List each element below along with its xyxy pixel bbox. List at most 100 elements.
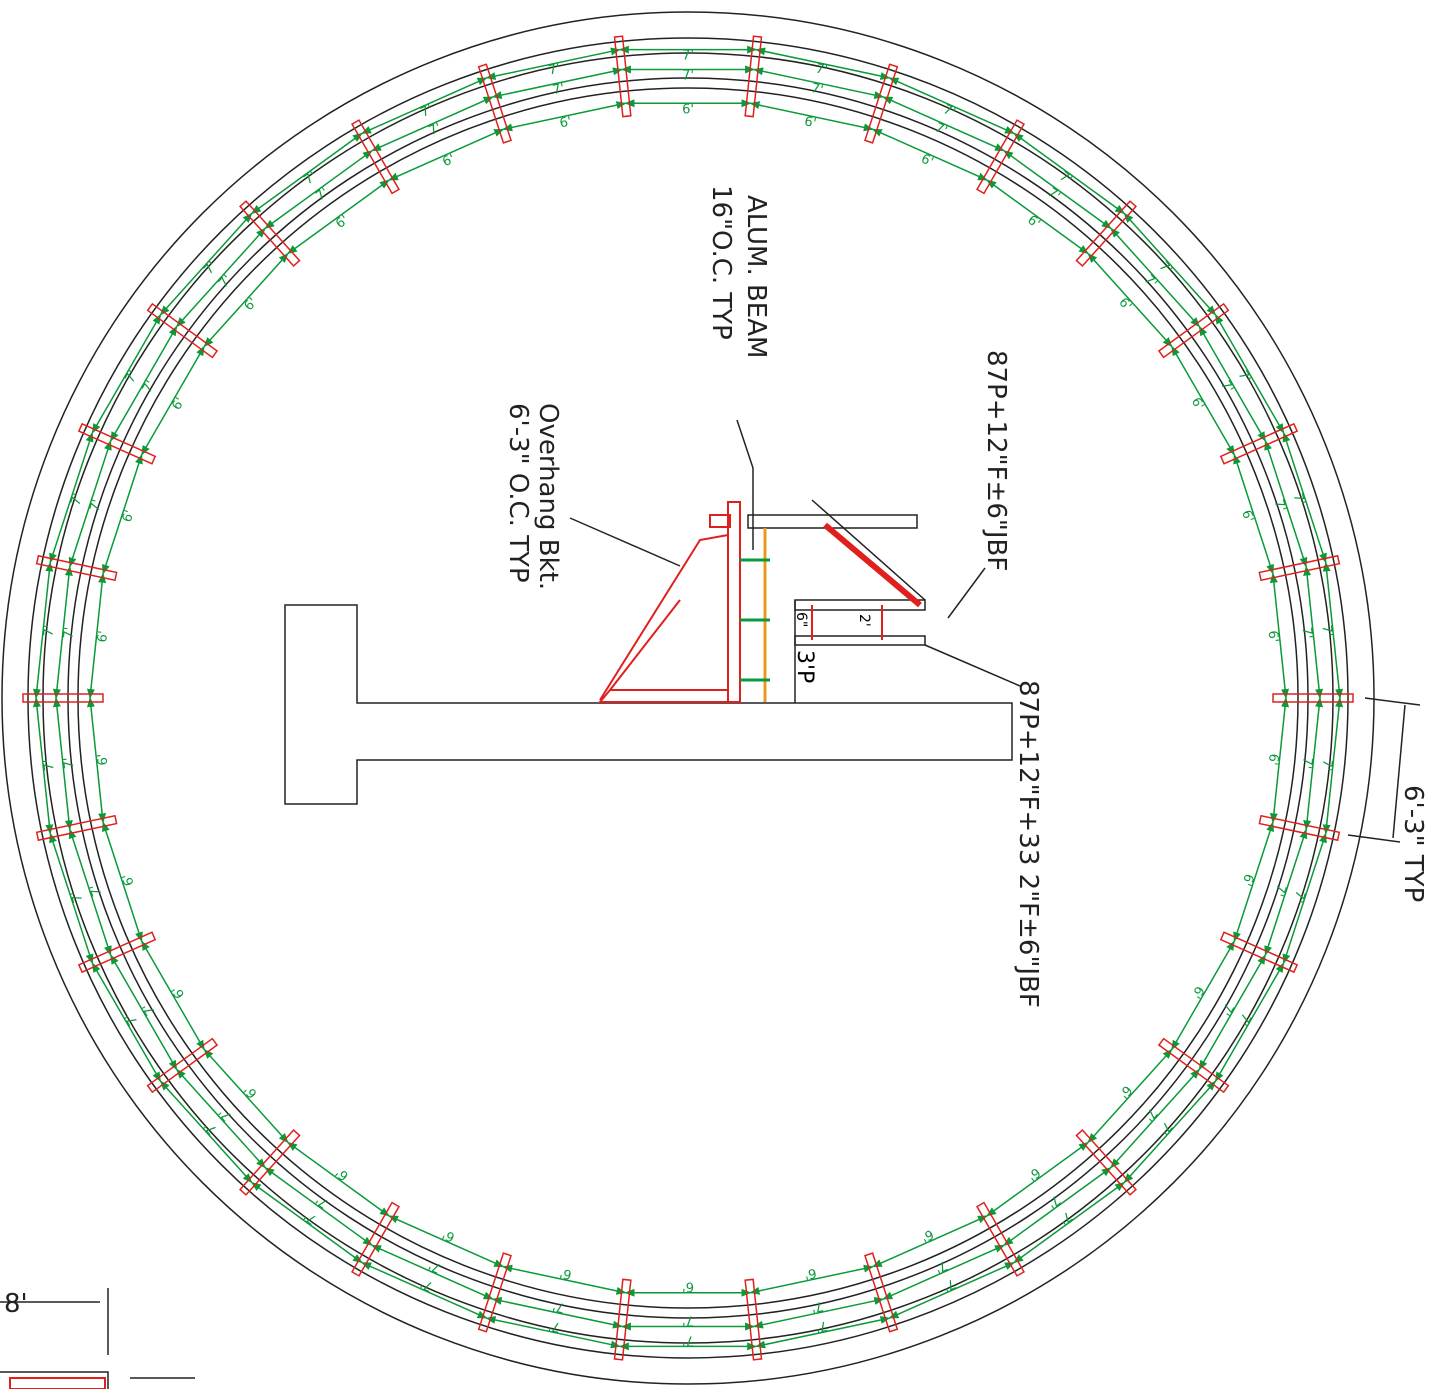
dimension-label: 6' [95, 630, 111, 643]
note: 3'P [792, 650, 817, 683]
dimension-label: 7' [1318, 624, 1334, 637]
dimension-line [1269, 697, 1290, 824]
dimension-label: 7' [1318, 758, 1334, 771]
dimension-label: 7' [1156, 1118, 1175, 1137]
dimension-line [1233, 453, 1274, 575]
dimension-label: 6' [1265, 630, 1281, 643]
dimension-label: 6' [682, 1279, 694, 1294]
dimension-label: 7' [68, 492, 86, 508]
dimension-line [749, 1264, 874, 1295]
dimension-label: 6' [333, 213, 351, 232]
stake [22, 693, 104, 703]
dimension-label: 7' [682, 1313, 694, 1328]
stake [146, 1037, 219, 1094]
dimension-label: 7' [933, 1257, 950, 1276]
dimension-label: 6' [1024, 1164, 1042, 1183]
stake [976, 119, 1025, 195]
stake [1219, 422, 1299, 465]
dimension-label: 7' [814, 61, 829, 78]
dimension-label: 7' [201, 1118, 220, 1137]
dimension-line [491, 67, 623, 99]
dimension-label: 6' [682, 103, 694, 118]
stake [1258, 814, 1341, 842]
dimension-label: 7' [810, 81, 825, 98]
dimension-line [491, 1297, 623, 1329]
dimension-line [102, 821, 143, 943]
dimension-line [749, 101, 874, 132]
dimension-label: 7' [1290, 888, 1308, 904]
dimension-label: 6' [1024, 213, 1042, 232]
dimension-label: 7' [547, 61, 562, 78]
note: 2' [856, 614, 872, 627]
note: 8' [4, 1289, 28, 1319]
dimension-label: 6' [333, 1164, 351, 1183]
stake [77, 931, 157, 974]
dimension-line [287, 179, 390, 255]
dimension-label: 7' [810, 1298, 825, 1315]
dimension-line [388, 1215, 505, 1268]
note: 87P+12"F±6"JBF [981, 350, 1011, 571]
stake [477, 1252, 512, 1333]
dimension-line [52, 697, 73, 831]
stake [1272, 693, 1354, 703]
stake [1157, 1037, 1230, 1094]
dimension-line [986, 179, 1089, 255]
dimension-line [753, 67, 885, 99]
dimension-label: 6' [1265, 753, 1281, 766]
dimension-line [32, 561, 54, 699]
dimension-label: 6' [1188, 983, 1207, 1001]
dimension-label: 7' [301, 169, 319, 188]
dimension-line [203, 1048, 289, 1144]
dimension-label: 7' [682, 49, 694, 64]
dimension-label: 7' [201, 259, 220, 278]
rings [1, 11, 1375, 1385]
dimension-line [1269, 572, 1290, 699]
dimension-label: 7' [1271, 882, 1289, 898]
dimension-line [1171, 940, 1235, 1051]
dimension-line [203, 252, 289, 348]
ties [740, 558, 770, 682]
stakes [22, 35, 1354, 1361]
dimension-line [1322, 561, 1344, 699]
dimension-line [1303, 565, 1324, 699]
stake [77, 422, 157, 465]
dimension-label: 7' [933, 121, 950, 140]
dimension-label: 7' [1056, 169, 1074, 188]
dimension-label: 7' [1156, 259, 1175, 278]
stake [864, 1252, 899, 1333]
dimension-label: 6' [241, 295, 260, 314]
dimension-line [871, 1215, 988, 1268]
dimension-label: 6' [120, 508, 138, 524]
dimension-label: 7' [547, 1317, 562, 1334]
dimension-label: 6' [440, 152, 457, 171]
note: ALUM. BEAM [741, 195, 771, 358]
dimension-line [141, 345, 205, 456]
dimension-label: 6' [120, 872, 138, 888]
dimension-line [986, 1141, 1089, 1217]
dimension-label: 7' [1299, 756, 1315, 769]
stake [1219, 931, 1299, 974]
dimension-label: 7' [1299, 626, 1315, 639]
dimension-label: 6' [1115, 1082, 1134, 1101]
dimension-label: 7' [216, 272, 235, 291]
stake [744, 35, 763, 118]
note: Overhang Bkt. [533, 403, 563, 590]
dimension-line [141, 940, 205, 1051]
stake [613, 35, 632, 118]
dimension-label: 7' [61, 756, 77, 769]
dimension-line [388, 128, 505, 181]
dimension-label: 6' [919, 1226, 936, 1245]
dimension-label: 7' [87, 882, 105, 898]
dimension-label: 7' [61, 626, 77, 639]
note: 6'-3" O.C. TYP [503, 403, 533, 583]
stake [35, 554, 118, 582]
stake [1075, 200, 1138, 267]
stake [744, 1278, 763, 1361]
dimension-label: 7' [41, 624, 57, 637]
stake [146, 302, 219, 359]
stake [1157, 302, 1230, 359]
note: 16"O.C. TYP [706, 185, 736, 340]
dimension-label: 7' [1141, 272, 1160, 291]
dimension-label: 6' [95, 753, 111, 766]
